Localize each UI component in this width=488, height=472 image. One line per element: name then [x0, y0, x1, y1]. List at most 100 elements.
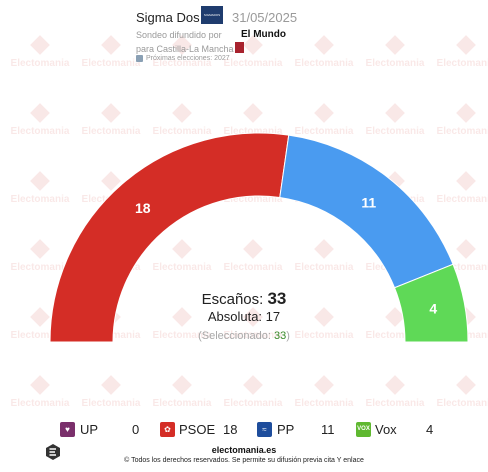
selected-row: (Seleccionado: 33)	[144, 330, 344, 342]
watermark-mark: Electomania	[437, 35, 488, 69]
svg-text:Electomania: Electomania	[295, 398, 354, 409]
svg-text:Electomania: Electomania	[153, 262, 212, 273]
watermark-mark: Electomania	[82, 35, 141, 69]
svg-text:Electomania: Electomania	[437, 262, 488, 273]
next-election-label: Próximas elecciones: 2027	[146, 55, 230, 62]
ballot-box-icon	[136, 55, 143, 62]
svg-text:Electomania: Electomania	[437, 58, 488, 69]
arc-segment-psoe[interactable]	[49, 132, 290, 343]
legend: ♥ UP 0 ✿ PSOE 18 ≈ PP 11 VOX Vox 4	[0, 422, 488, 440]
svg-text:Electomania: Electomania	[224, 126, 283, 137]
svg-text:Electomania: Electomania	[153, 398, 212, 409]
watermark-mark: Electomania	[224, 307, 283, 341]
svg-text:Electomania: Electomania	[11, 194, 70, 205]
heart-icon: ♥	[60, 422, 75, 437]
svg-text:Electomania: Electomania	[82, 398, 141, 409]
pollster-name: Sigma Dos	[136, 10, 200, 25]
svg-text:Electomania: Electomania	[11, 398, 70, 409]
majority-row: Absoluta: 17	[144, 309, 344, 324]
svg-text:Electomania: Electomania	[224, 330, 283, 341]
region-label: para Castilla-La Mancha	[136, 44, 234, 54]
svg-text:Electomania: Electomania	[82, 58, 141, 69]
svg-text:Electomania: Electomania	[366, 126, 425, 137]
svg-text:Electomania: Electomania	[366, 398, 425, 409]
majority-label: Absoluta:	[207, 309, 263, 324]
watermark-mark: Electomania	[366, 103, 425, 137]
watermark-mark: Electomania	[224, 239, 283, 273]
footer-site[interactable]: electomania.es	[211, 445, 277, 455]
watermark-mark: Electomania	[11, 103, 70, 137]
region-flag-icon	[235, 42, 244, 53]
rose-icon: ✿	[160, 422, 175, 437]
legend-party-seats: 4	[426, 422, 434, 437]
watermark-mark: Electomania	[437, 171, 488, 205]
vox-icon: VOX	[356, 422, 371, 437]
arc-segment-pp[interactable]	[279, 134, 454, 289]
svg-text:Electomania: Electomania	[11, 126, 70, 137]
legend-party-seats: 0	[132, 422, 140, 437]
svg-text:Electomania: Electomania	[437, 194, 488, 205]
selected-label: (Seleccionado:	[198, 330, 271, 342]
media-name: El Mundo	[241, 29, 286, 40]
svg-text:Electomania: Electomania	[224, 194, 283, 205]
watermark-mark: Electomania	[437, 375, 488, 409]
watermark-mark: Electomania	[366, 375, 425, 409]
watermark-mark: Electomania	[11, 375, 70, 409]
gull-icon: ≈	[257, 422, 272, 437]
svg-text:Electomania: Electomania	[366, 58, 425, 69]
majority-value: 17	[265, 309, 281, 324]
arc-segment-vox[interactable]	[393, 263, 469, 343]
seats-label: Escaños:	[201, 291, 264, 308]
watermark-mark: Electomania	[295, 307, 354, 341]
selected-close: )	[286, 330, 290, 342]
svg-text:Electomania: Electomania	[295, 262, 354, 273]
pollster-logo: SIGMADOS	[201, 6, 223, 24]
svg-text:Electomania: Electomania	[11, 58, 70, 69]
svg-text:Electomania: Electomania	[153, 58, 212, 69]
watermark-mark: Electomania	[153, 375, 212, 409]
watermark-mark: Electomania	[224, 375, 283, 409]
footer-copyright: © Todos los derechos reservados. Se perm…	[124, 457, 364, 464]
svg-text:Electomania: Electomania	[11, 330, 70, 341]
svg-text:Electomania: Electomania	[295, 58, 354, 69]
svg-text:Electomania: Electomania	[366, 330, 425, 341]
watermark-mark: Electomania	[437, 103, 488, 137]
legend-party-name: PP	[277, 422, 295, 437]
svg-text:Electomania: Electomania	[437, 398, 488, 409]
arc-label-psoe: 18	[135, 200, 151, 216]
arc-label-pp: 11	[361, 194, 376, 210]
legend-party-name: UP	[80, 422, 99, 437]
svg-text:Electomania: Electomania	[437, 126, 488, 137]
svg-text:Electomania: Electomania	[153, 126, 212, 137]
selected-value: 33	[273, 330, 287, 342]
watermark-mark: Electomania	[295, 35, 354, 69]
svg-text:Electomania: Electomania	[224, 262, 283, 273]
svg-text:Electomania: Electomania	[224, 58, 283, 69]
svg-text:Electomania: Electomania	[153, 330, 212, 341]
arc-label-vox: 4	[429, 300, 437, 316]
legend-party-seats: 18	[223, 422, 238, 437]
electomania-logo-icon	[46, 444, 60, 460]
watermark-mark: Electomania	[295, 103, 354, 137]
watermark-mark: Electomania	[366, 35, 425, 69]
seats-total-row: Escaños: 33	[144, 289, 344, 309]
svg-text:Electomania: Electomania	[295, 126, 354, 137]
legend-party-name: PSOE	[179, 422, 216, 437]
legend-party-seats: 11	[321, 422, 335, 437]
seats-total: 33	[267, 289, 287, 308]
svg-text:Electomania: Electomania	[82, 126, 141, 137]
legend-party-name: Vox	[375, 422, 397, 437]
poll-date: 31/05/2025	[232, 10, 298, 25]
watermark-mark: Electomania	[82, 103, 141, 137]
watermark-mark: Electomania	[153, 239, 212, 273]
watermark-mark: Electomania	[366, 307, 425, 341]
watermark-mark: Electomania	[153, 307, 212, 341]
watermark-mark: Electomania	[153, 103, 212, 137]
watermark-mark: Electomania	[224, 103, 283, 137]
diffused-by-label: Sondeo difundido por	[136, 30, 222, 40]
watermark-mark: Electomania	[437, 239, 488, 273]
svg-text:Electomania: Electomania	[295, 330, 354, 341]
svg-text:Electomania: Electomania	[224, 398, 283, 409]
watermark-mark: Electomania	[295, 239, 354, 273]
